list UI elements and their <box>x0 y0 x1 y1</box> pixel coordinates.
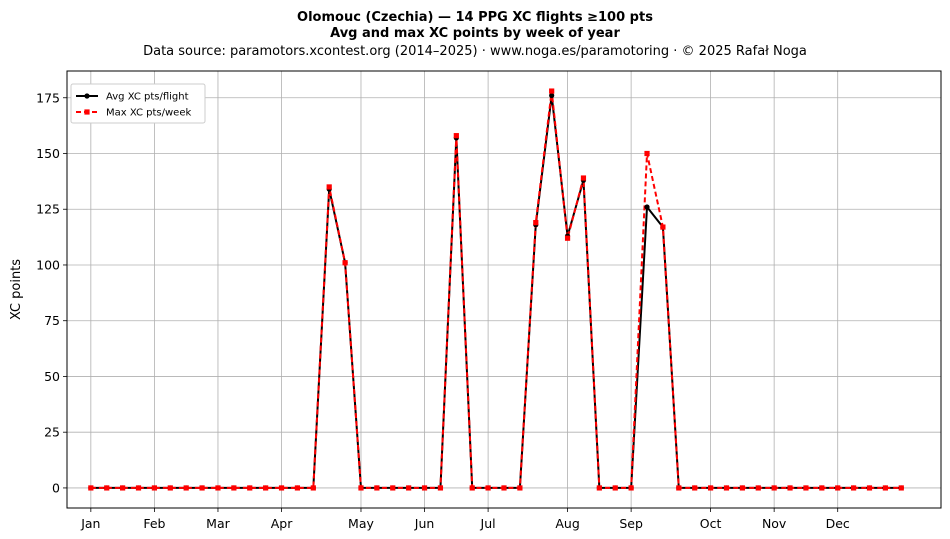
x-tick-label: Apr <box>271 516 293 531</box>
x-tick-label: Sep <box>619 516 643 531</box>
x-tick-label: Feb <box>143 516 165 531</box>
data-point-max <box>517 485 523 491</box>
data-point-max <box>183 485 189 491</box>
data-point-max <box>342 260 348 266</box>
data-point-max <box>866 485 873 491</box>
chart-title-line2: Avg and max XC points by week of year <box>330 26 620 41</box>
data-point-max <box>453 133 459 139</box>
grid-lines <box>67 71 941 508</box>
data-point-max <box>278 485 285 491</box>
data-point-max <box>120 485 126 491</box>
x-tick-label: Nov <box>762 516 787 531</box>
data-point-max <box>533 220 539 226</box>
data-point-max <box>406 485 412 491</box>
data-point-max <box>247 485 253 491</box>
data-point-max <box>723 485 730 491</box>
data-point-max <box>580 175 587 181</box>
series-line-avg <box>90 94 902 489</box>
data-point-max <box>739 485 745 491</box>
data-point-max <box>803 485 809 491</box>
legend-label-avg: Avg XC pts/flight <box>106 92 189 103</box>
chart-subtitle: Data source: paramotors.xcontest.org (20… <box>143 44 807 59</box>
x-tick-label: May <box>348 516 374 531</box>
y-tick-label: 50 <box>44 369 60 384</box>
data-point-max <box>755 485 761 491</box>
data-point-max <box>151 485 157 491</box>
data-point-max <box>390 485 396 491</box>
y-axis-label: XC points <box>9 259 24 320</box>
chart-title-line1: Olomouc (Czechia) — 14 PPG XC flights ≥1… <box>297 10 653 25</box>
data-point-max <box>660 224 666 230</box>
data-point-max <box>88 485 94 491</box>
data-point-max <box>612 485 618 491</box>
plot-frame <box>66 70 942 509</box>
x-tick-label: Aug <box>555 516 579 531</box>
data-point-max <box>374 485 380 491</box>
y-tick-label: 75 <box>44 313 60 328</box>
x-tick-label: Oct <box>700 516 722 531</box>
data-point-max <box>628 485 634 491</box>
data-point-max <box>199 485 205 491</box>
data-point-max <box>707 485 714 491</box>
data-point-max <box>787 485 793 491</box>
data-point-max <box>358 485 364 491</box>
x-tick-label: Mar <box>206 516 230 531</box>
data-point-max <box>596 485 602 491</box>
data-point-max <box>437 485 444 491</box>
x-tick-label: Jan <box>80 516 100 531</box>
legend-label-max: Max XC pts/week <box>106 108 191 119</box>
data-point-max <box>564 235 571 241</box>
data-point-max <box>898 485 904 491</box>
data-point-max <box>231 485 237 491</box>
data-point-avg <box>644 204 650 210</box>
data-point-max <box>819 485 825 491</box>
x-tick-label: Jul <box>480 516 496 531</box>
data-point-max <box>485 485 491 491</box>
data-point-avg <box>549 92 555 99</box>
data-point-max <box>644 150 650 157</box>
y-tick-label: 125 <box>36 202 60 217</box>
data-point-max <box>215 485 221 491</box>
y-tick-label: 25 <box>44 425 60 440</box>
data-point-max <box>851 485 857 491</box>
series-layer <box>88 88 904 491</box>
x-tick-label: Dec <box>826 516 850 531</box>
y-tick-label: 175 <box>36 90 60 105</box>
data-point-max <box>167 485 173 491</box>
data-point-max <box>835 485 841 491</box>
series-line-max <box>90 90 902 489</box>
data-point-max <box>263 485 269 491</box>
legend-marker-avg <box>84 93 90 99</box>
y-tick-label: 100 <box>36 257 60 272</box>
data-point-max <box>294 485 301 491</box>
y-tick-label: 0 <box>52 480 60 495</box>
data-point-max <box>104 485 110 491</box>
data-point-max <box>549 88 555 94</box>
legend-marker-max <box>84 109 90 115</box>
x-tick-label: Jun <box>414 516 435 531</box>
data-point-max <box>310 485 316 491</box>
data-point-max <box>135 485 142 491</box>
legend: Avg XC pts/flight Max XC pts/week <box>70 83 206 124</box>
data-point-max <box>326 184 332 190</box>
data-point-max <box>882 485 888 491</box>
legend-box <box>70 83 206 124</box>
y-tick-label: 150 <box>36 146 60 161</box>
data-point-max <box>421 485 428 491</box>
data-point-max <box>692 485 698 491</box>
data-point-max <box>501 485 507 491</box>
data-point-max <box>469 485 475 491</box>
data-point-max <box>771 485 777 491</box>
axis-ticks: 0 25 50 75 100 125 150 175 Jan Feb Mar Apr May Jun Jul… <box>36 90 850 531</box>
data-point-max <box>676 485 682 491</box>
